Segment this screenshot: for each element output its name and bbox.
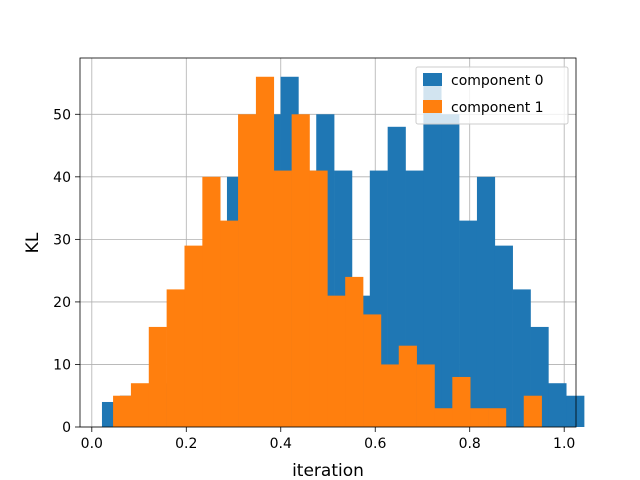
bar-component-1-16 (398, 345, 417, 427)
y-tick-label-4: 40 (53, 170, 71, 186)
bar-component-0-20 (459, 220, 478, 427)
x-tick-label-2: 0.4 (270, 436, 292, 452)
bar-component-1-2 (148, 326, 167, 427)
bar-component-0-21 (476, 176, 496, 427)
y-tick-label-5: 50 (53, 107, 71, 123)
y-tick-label-0: 0 (62, 420, 71, 436)
bar-component-0-19 (441, 114, 460, 427)
bar-component-1-6 (220, 220, 239, 427)
legend-box (415, 66, 569, 125)
bar-component-1-11 (309, 170, 328, 427)
bar-component-1-5 (202, 176, 221, 427)
bar-component-1-8 (255, 76, 275, 428)
bar-component-1-20 (470, 408, 489, 427)
bar-component-1-12 (327, 295, 346, 427)
x-axis-ticks: 0.0 0.2 0.4 0.6 0.8 1.0 (81, 427, 575, 452)
y-axis-ticks: 0 10 20 30 40 50 (53, 107, 80, 436)
legend-label-component-0: component 0 (451, 73, 544, 89)
bar-component-1-21 (488, 408, 507, 427)
bar-component-1-10 (291, 114, 310, 427)
bar-component-1-23 (523, 395, 542, 427)
bar-component-1-7 (238, 114, 257, 427)
bar-component-1-1 (130, 383, 150, 427)
plot-frame (79, 57, 577, 428)
bar-component-1-15 (380, 364, 400, 427)
series-component-1 (113, 76, 542, 428)
x-tick-label-4: 0.8 (459, 436, 481, 452)
x-tick-label-3: 0.6 (364, 436, 386, 452)
bar-component-1-13 (345, 276, 364, 427)
bar-component-1-4 (184, 245, 203, 427)
bar-component-1-0 (113, 395, 132, 427)
bar-component-1-19 (452, 376, 471, 427)
bar-component-1-18 (434, 408, 453, 427)
x-tick-label-1: 0.2 (175, 436, 197, 452)
bar-component-0-26 (566, 395, 585, 427)
legend: component 0 component 1 (415, 66, 569, 125)
x-tick-label-0: 0.0 (81, 436, 103, 452)
histogram-bars (101, 76, 585, 428)
bar-component-0-18 (423, 76, 442, 428)
legend-label-component-1: component 1 (451, 100, 544, 116)
bar-component-0-22 (494, 245, 513, 427)
legend-swatch-component-1 (423, 100, 442, 113)
bar-component-1-9 (273, 170, 292, 427)
bar-component-1-17 (416, 364, 435, 427)
y-axis-title: KL (23, 232, 43, 253)
y-tick-label-2: 20 (53, 295, 71, 311)
bar-component-0-25 (548, 383, 567, 427)
bar-component-1-14 (363, 314, 382, 427)
y-tick-label-3: 30 (53, 232, 71, 248)
legend-swatch-component-0 (423, 73, 442, 86)
y-tick-label-1: 10 (53, 357, 71, 373)
bar-component-0-23 (512, 289, 531, 427)
x-tick-label-5: 1.0 (553, 436, 575, 452)
bar-component-1-3 (166, 289, 185, 427)
x-axis-title: iteration (292, 461, 364, 480)
